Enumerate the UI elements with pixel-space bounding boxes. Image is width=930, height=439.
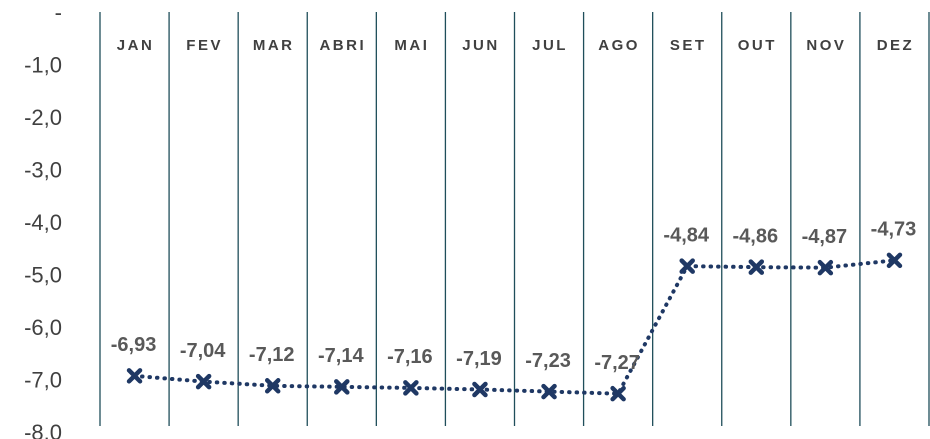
marker: [472, 381, 488, 398]
marker: [403, 380, 419, 396]
x-tick-label: JUL: [532, 37, 568, 54]
marker: [610, 385, 626, 402]
data-label: -4,84: [663, 224, 709, 246]
x-tick-label: OUT: [738, 37, 777, 54]
data-label: -7,19: [456, 348, 502, 370]
data-label: -4,87: [802, 226, 848, 248]
y-tick-label: -5,0: [24, 262, 62, 287]
data-label: -7,27: [594, 352, 640, 374]
marker: [886, 252, 903, 269]
y-tick-label: -3,0: [24, 157, 62, 182]
data-label: -7,16: [387, 346, 433, 368]
data-label: -7,12: [249, 344, 295, 366]
x-tick-label: JUN: [462, 37, 500, 54]
y-tick-label: -4,0: [24, 210, 62, 235]
data-label: -7,14: [318, 345, 364, 367]
marker: [126, 368, 143, 384]
data-label: -7,23: [525, 350, 571, 372]
y-tick-label: -7,0: [24, 367, 62, 392]
data-label: -4,86: [732, 225, 778, 247]
data-label: -7,04: [180, 340, 226, 362]
y-tick-label: -8,0: [24, 420, 62, 439]
x-tick-label: NOV: [806, 37, 846, 54]
marker: [748, 259, 765, 275]
x-tick-label: AGO: [598, 37, 640, 54]
y-tick-label: -2,0: [24, 105, 62, 130]
marker: [679, 258, 695, 274]
x-tick-label: ABRI: [319, 37, 366, 54]
marker: [195, 373, 212, 390]
y-tick-label: -6,0: [24, 315, 62, 340]
series-line: [132, 258, 897, 396]
marker: [264, 378, 281, 394]
x-tick-label: MAR: [253, 37, 295, 54]
x-tick-label: FEV: [186, 37, 223, 54]
data-label: -4,73: [871, 219, 917, 241]
marker: [541, 383, 557, 400]
marker: [334, 379, 350, 395]
x-tick-label: DEZ: [877, 37, 915, 54]
y-tick-label: -: [55, 0, 62, 25]
y-tick-label: -1,0: [24, 52, 62, 77]
x-tick-label: SET: [670, 37, 707, 54]
data-label: -6,93: [111, 334, 157, 356]
marker: [817, 259, 834, 276]
x-tick-label: JAN: [117, 37, 155, 54]
x-tick-label: MAI: [394, 37, 429, 54]
